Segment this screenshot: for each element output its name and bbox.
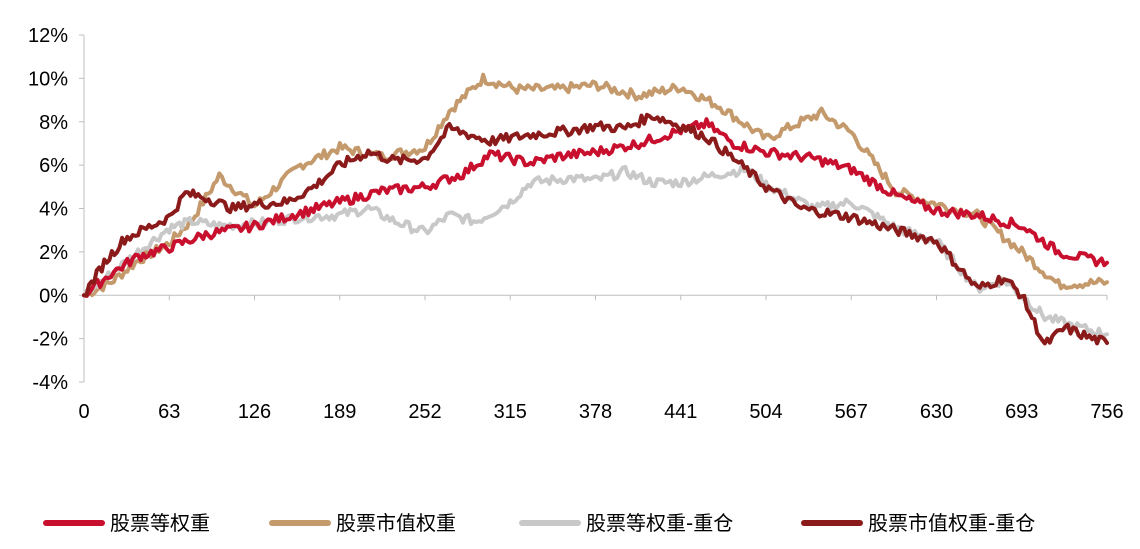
legend-entry: 股票等权重 [110,511,210,535]
x-tick-label: 126 [238,401,271,423]
series-line-0 [82,117,1109,298]
x-tick-label: 504 [749,401,782,423]
x-tick-label: 693 [1005,401,1038,423]
x-tick-label: 63 [158,401,180,423]
y-tick-label: 6% [39,155,68,177]
x-tick-label: 315 [494,401,527,423]
y-tick-label: -4% [32,372,68,394]
x-tick-label: 189 [323,401,356,423]
series-line-3 [82,112,1109,346]
axes: -4% -2% 0% 2% 4% 6% 8% 10% 12% 0 63 126 189 252 315 378… [28,25,1124,423]
x-tick-label: 756 [1090,401,1123,423]
x-tick-label: 252 [408,401,441,423]
series-lines [82,72,1109,346]
y-tick-label: 8% [39,112,68,134]
y-tick-label: -2% [32,329,68,351]
y-tick-label: 12% [28,25,68,47]
legend-entry: 股票市值权重-重仓 [868,511,1035,535]
y-tick-label: 2% [39,242,68,264]
x-tick-label: 567 [835,401,868,423]
x-tick-label: 441 [664,401,697,423]
legend-entry: 股票等权重-重仓 [586,511,733,535]
x-tick-label: 0 [78,401,89,423]
x-tick-label: 630 [920,401,953,423]
legend: 股票等权重 股票市值权重 股票等权重-重仓 股票市值权重-重仓 [43,511,1035,535]
y-tick-label: 0% [39,285,68,307]
y-tick-label: 10% [28,68,68,90]
y-tick-label: 4% [39,199,68,221]
legend-entry: 股票市值权重 [336,511,456,535]
x-tick-label: 378 [579,401,612,423]
